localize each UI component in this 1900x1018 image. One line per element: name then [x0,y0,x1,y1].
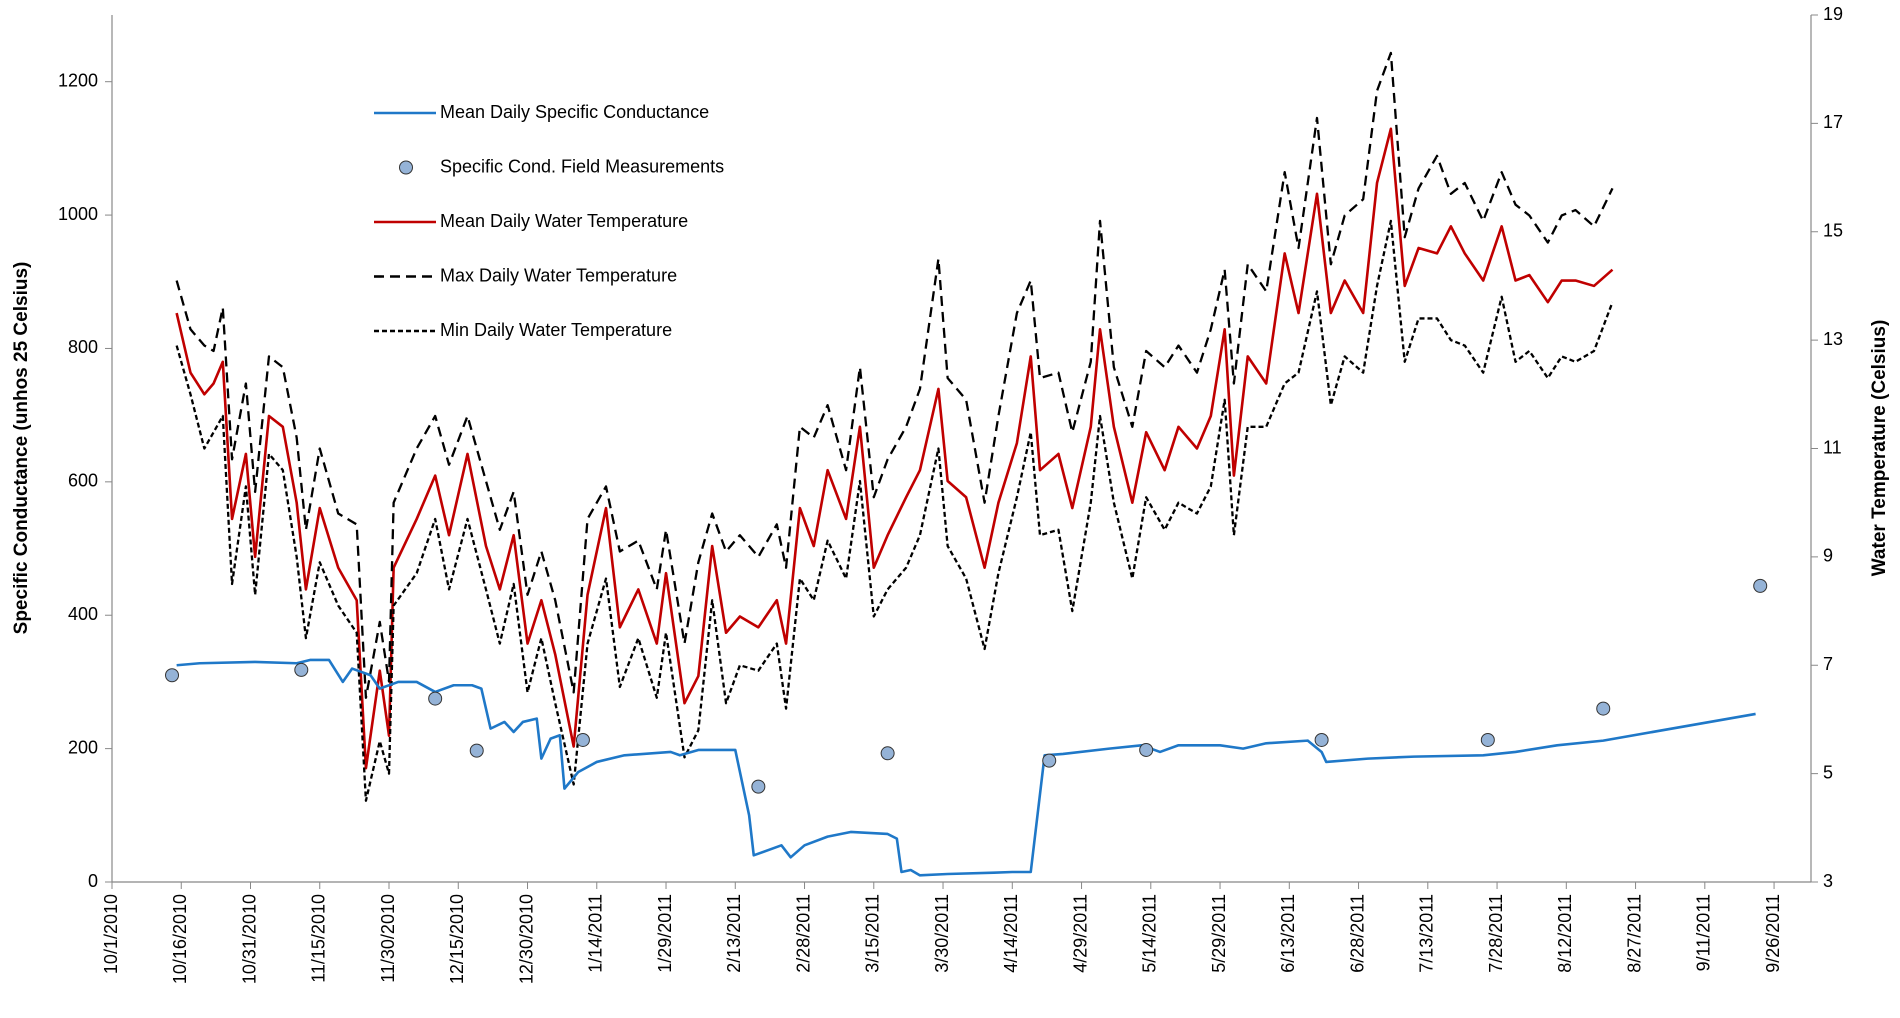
x-tick-label: 4/29/2011 [1070,894,1090,973]
field-measurement [165,668,180,683]
y-tick-label: 400 [68,604,98,624]
x-tick-label: 2/13/2011 [724,894,744,973]
field-measurement [1753,578,1768,593]
x-tick-label: 12/15/2010 [447,894,467,984]
legend-label: Mean Daily Water Temperature [440,211,688,231]
x-tick-label: 6/28/2011 [1347,894,1367,973]
field-measurement [294,662,309,677]
x-tick-label: 1/14/2011 [586,894,606,973]
y2-tick-label: 3 [1823,871,1833,891]
legend-label: Min Daily Water Temperature [440,320,672,340]
field-measurement [751,779,766,794]
y-tick-label: 200 [68,737,98,757]
y2-tick-label: 7 [1823,654,1833,674]
legend-label: Specific Cond. Field Measurements [440,156,724,176]
series-line [176,658,1756,877]
y2-tick-label: 5 [1823,762,1833,782]
y-tick-label: 0 [88,871,98,891]
field-measurement [1314,732,1329,747]
x-tick-label: 5/14/2011 [1140,894,1160,973]
series-line [175,51,1614,699]
y2-tick-label: 19 [1823,4,1843,24]
field-measurement [469,743,484,758]
x-tick-label: 8/27/2011 [1624,894,1644,973]
y2-tick-label: 11 [1823,437,1842,457]
field-measurement [1139,742,1154,757]
y2-tick-label: 13 [1823,329,1843,349]
field-measurement [575,732,590,747]
field-measurement [1480,732,1495,747]
legend-label: Mean Daily Specific Conductance [440,102,709,122]
series-line [175,219,1614,802]
x-tick-label: 2/28/2011 [793,894,813,973]
x-tick-label: 4/14/2011 [1001,894,1021,973]
x-tick-label: 9/26/2011 [1763,894,1783,973]
x-tick-label: 3/30/2011 [932,894,952,973]
legend-marker [399,160,413,175]
y2-tick-label: 9 [1823,546,1833,566]
field-measurement [1596,701,1611,716]
series-line [175,127,1614,770]
field-measurement [1042,753,1057,768]
x-tick-label: 9/11/2011 [1694,894,1714,971]
y2-tick-label: 15 [1823,221,1843,241]
x-tick-label: 7/28/2011 [1486,894,1506,973]
y-tick-label: 1200 [58,70,98,90]
y2-tick-label: 17 [1823,112,1843,132]
x-tick-label: 10/16/2010 [170,894,190,984]
x-tick-label: 11/30/2010 [378,894,398,983]
y-tick-label: 800 [68,337,98,357]
y-tick-label: 1000 [58,204,98,224]
x-tick-label: 8/12/2011 [1555,894,1575,973]
x-tick-label: 12/30/2010 [516,894,536,984]
y-tick-label: 600 [68,471,98,491]
field-measurement [880,746,895,761]
x-tick-label: 7/13/2011 [1417,894,1437,973]
field-measurement [428,691,443,706]
x-tick-label: 5/29/2011 [1209,894,1229,973]
x-tick-label: 10/31/2010 [239,894,259,984]
x-tick-label: 10/1/2010 [101,894,121,974]
y-axis-title: Specific Conductance (unhos 25 Celsius) [11,262,32,635]
x-tick-label: 3/15/2011 [863,894,883,973]
x-tick-label: 11/15/2010 [309,894,329,983]
y2-axis-title: Water Temperature (Celsius) [1869,320,1890,577]
legend-label: Max Daily Water Temperature [440,265,677,285]
x-tick-label: 6/13/2011 [1278,894,1298,973]
x-tick-label: 1/29/2011 [655,894,675,973]
